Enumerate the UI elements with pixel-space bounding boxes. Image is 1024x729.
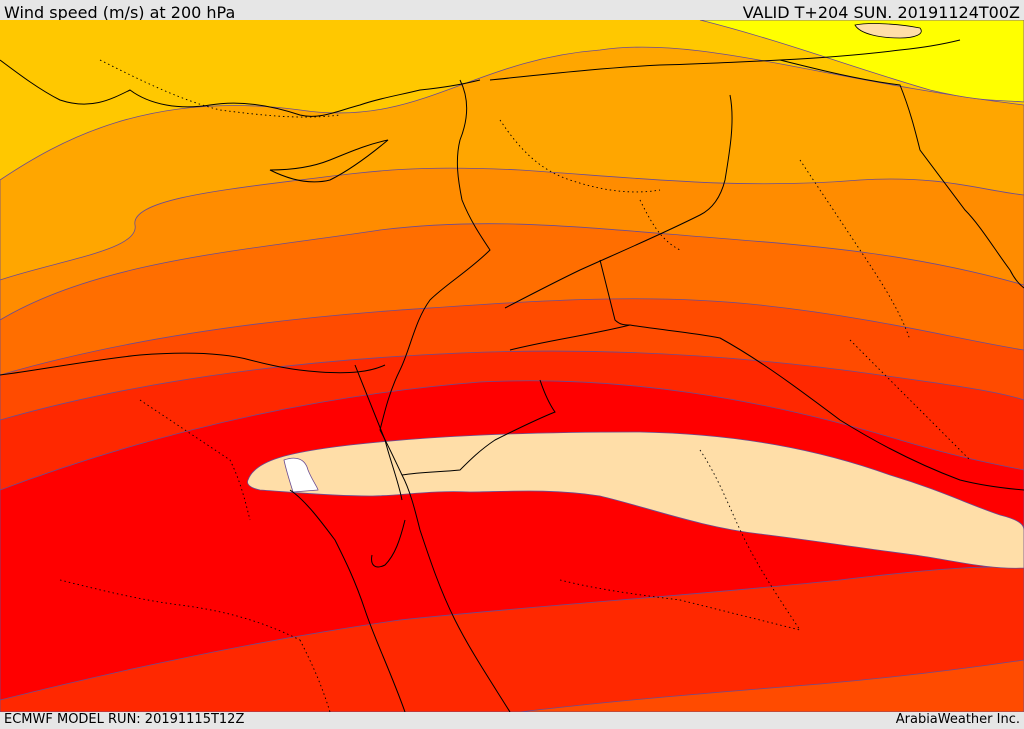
credit-label: ArabiaWeather Inc. [895, 712, 1020, 727]
band-7-southern [0, 566, 1024, 712]
jet-core-max [247, 431, 1024, 569]
map-title: Wind speed (m/s) at 200 hPa [4, 3, 236, 22]
band-1b [699, 20, 1024, 103]
model-run-label: ECMWF MODEL RUN: 20191115T12Z [4, 712, 245, 727]
valid-time-label: VALID T+204 SUN. 20191124T00Z [742, 3, 1020, 22]
jet-core-peak [283, 457, 319, 493]
wind-speed-map [0, 20, 1024, 712]
country-borders [0, 39, 1024, 712]
province-borders [59, 59, 971, 712]
band-8-southern [519, 659, 1024, 712]
lakes [854, 23, 922, 39]
